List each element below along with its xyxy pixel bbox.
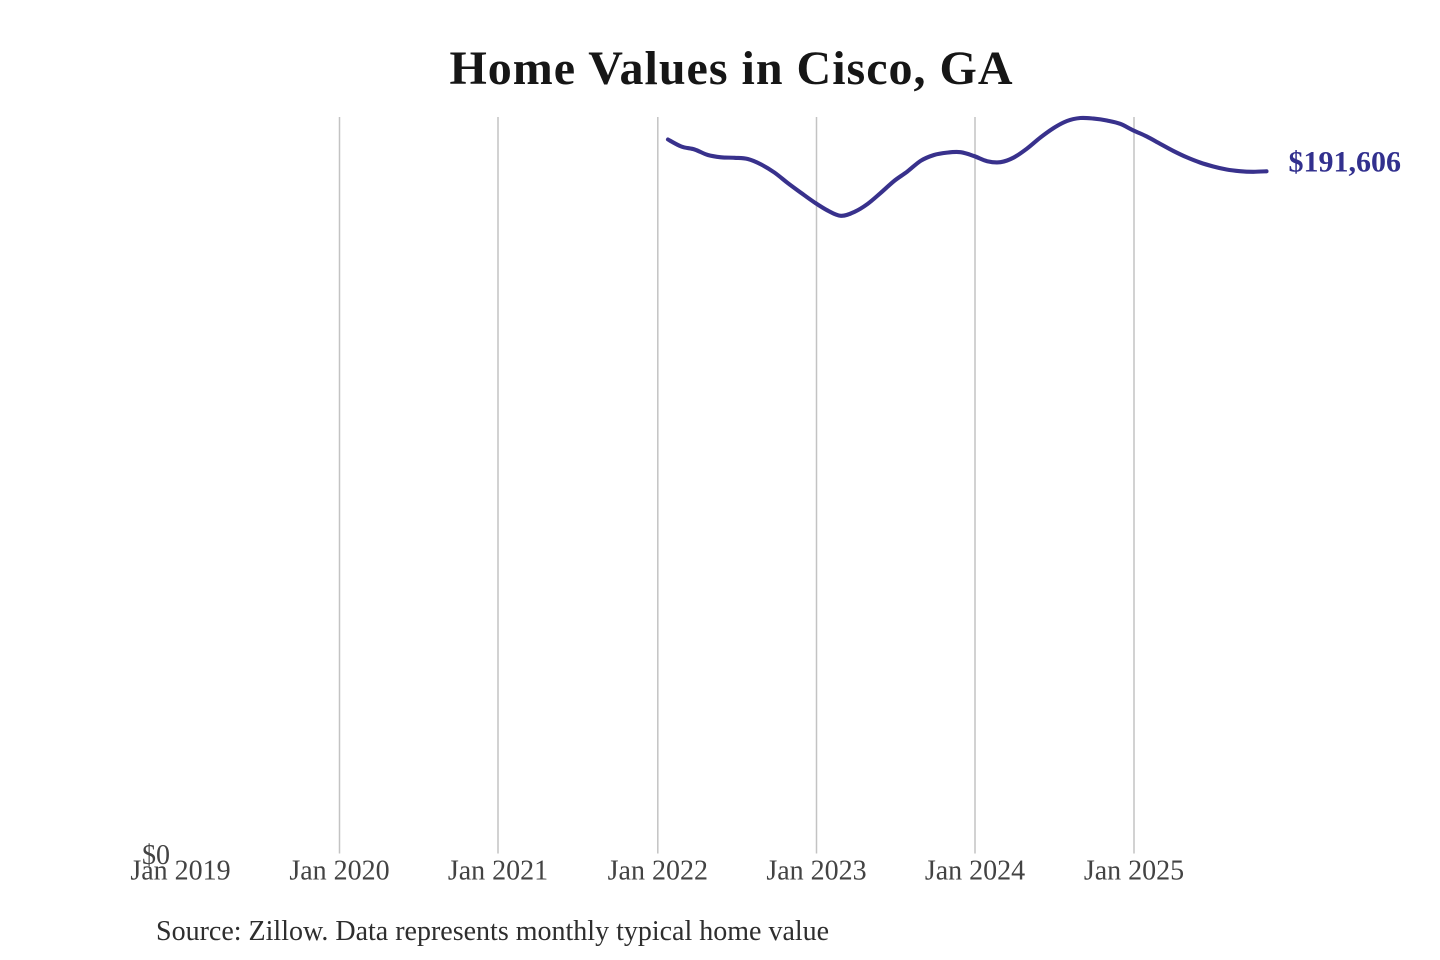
svg-text:Jan 2019: Jan 2019 bbox=[130, 856, 230, 887]
svg-text:Jan 2020: Jan 2020 bbox=[289, 856, 389, 887]
svg-text:$191,606: $191,606 bbox=[1289, 146, 1402, 179]
svg-text:$0: $0 bbox=[142, 840, 170, 871]
svg-text:Source: Zillow. Data represent: Source: Zillow. Data represents monthly … bbox=[156, 916, 829, 947]
svg-text:Jan 2023: Jan 2023 bbox=[766, 856, 866, 887]
svg-text:Home Values in Cisco, GA: Home Values in Cisco, GA bbox=[449, 42, 1013, 95]
svg-text:Jan 2024: Jan 2024 bbox=[925, 856, 1025, 887]
svg-text:Jan 2022: Jan 2022 bbox=[608, 856, 708, 887]
svg-text:Jan 2021: Jan 2021 bbox=[448, 856, 548, 887]
svg-text:Jan 2025: Jan 2025 bbox=[1084, 856, 1184, 887]
